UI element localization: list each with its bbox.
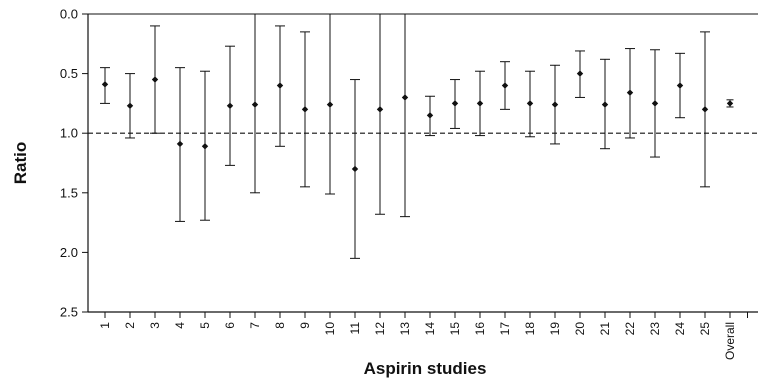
error-bar-point — [425, 95, 435, 137]
estimate-marker — [601, 101, 609, 108]
estimate-marker — [251, 101, 259, 108]
x-tick-label: 14 — [423, 322, 437, 336]
x-tick-label: 8 — [273, 322, 287, 329]
error-bar-point — [475, 70, 485, 137]
estimate-marker — [326, 101, 334, 108]
estimate-marker — [351, 165, 359, 173]
y-tick-label: 1.5 — [60, 185, 78, 200]
estimate-marker — [676, 82, 684, 89]
x-tick-label: 15 — [448, 322, 462, 336]
error-bar-point — [175, 67, 185, 222]
x-tick-label: 11 — [348, 322, 362, 335]
estimate-marker — [576, 70, 584, 77]
y-axis-title: Ratio — [11, 142, 30, 185]
error-bar-point — [325, 13, 335, 195]
error-bar-point — [450, 79, 460, 129]
estimate-marker — [426, 112, 434, 119]
plot-frame — [87, 13, 758, 313]
error-bar-point — [225, 45, 235, 166]
x-tick-label: 13 — [398, 322, 412, 336]
estimate-marker — [501, 82, 509, 89]
estimate-marker — [226, 102, 234, 109]
x-tick-label: 24 — [673, 322, 687, 336]
x-tick-label: 6 — [223, 322, 237, 329]
x-tick-label: 3 — [148, 322, 162, 329]
error-bar-point — [250, 13, 260, 194]
estimate-marker — [101, 81, 109, 88]
x-tick-label: 21 — [598, 322, 612, 336]
estimate-marker — [651, 100, 659, 107]
error-bar-point — [350, 79, 360, 259]
x-tick-label: 10 — [323, 322, 337, 336]
x-tick-label: 17 — [498, 322, 512, 336]
x-tick-label: 1 — [98, 322, 112, 329]
x-tick-label: Overall — [723, 322, 737, 360]
error-bar-point — [726, 99, 734, 108]
estimate-marker — [276, 82, 284, 89]
error-bar-point — [600, 58, 610, 150]
x-tick-label: 16 — [473, 322, 487, 336]
x-tick-label: 5 — [198, 322, 212, 329]
estimate-marker — [451, 100, 459, 107]
x-axis-ticks: 1 2 3 4 5 6 7 8 9 10 11 12 13 14 15 16 17 18 19 20 21 22 23 24 2… — [98, 312, 748, 360]
error-bar-point — [700, 31, 710, 188]
estimate-marker — [126, 102, 134, 109]
error-bar-point — [100, 67, 110, 104]
estimate-marker — [201, 143, 209, 150]
estimate-marker — [176, 140, 184, 148]
error-bar-point — [550, 64, 560, 145]
error-bar-point — [675, 52, 685, 119]
y-tick-label: 2.0 — [60, 245, 78, 260]
y-tick-label: 2.5 — [60, 305, 78, 320]
x-tick-label: 12 — [373, 322, 387, 336]
y-tick-label: 0.0 — [60, 7, 78, 22]
x-tick-label: 7 — [248, 322, 262, 329]
x-tick-label: 18 — [523, 322, 537, 336]
estimate-marker — [151, 76, 159, 83]
y-axis-ticks: 0.0 0.5 1.0 1.5 2.0 2.5 — [60, 7, 88, 320]
estimate-marker — [726, 100, 734, 107]
x-tick-label: 4 — [173, 322, 187, 329]
estimate-marker — [376, 106, 384, 113]
error-bar-point — [575, 50, 585, 98]
y-tick-label: 0.5 — [60, 66, 78, 81]
x-tick-label: 22 — [623, 322, 637, 336]
error-bar-point — [650, 49, 660, 158]
x-tick-label: 9 — [298, 322, 312, 329]
y-tick-label: 1.0 — [60, 126, 78, 141]
error-bar-point — [300, 31, 310, 188]
error-bar-point — [375, 13, 385, 215]
estimate-marker — [626, 89, 634, 96]
error-bar-point — [500, 61, 510, 110]
x-tick-label: 20 — [573, 322, 587, 336]
error-bar-point — [275, 25, 285, 147]
x-tick-label: 2 — [123, 322, 137, 329]
estimate-marker — [476, 100, 484, 107]
estimate-marker — [551, 101, 559, 108]
estimate-marker — [526, 100, 534, 107]
error-bar-series — [100, 13, 734, 259]
error-bar-point — [525, 70, 535, 138]
error-bar-point — [150, 25, 160, 134]
error-bar-point — [125, 73, 135, 139]
estimate-marker — [701, 106, 709, 113]
estimate-marker — [401, 94, 409, 101]
x-tick-label: 19 — [548, 322, 562, 336]
x-axis-title: Aspirin studies — [364, 359, 487, 378]
error-bar-point — [625, 48, 635, 139]
error-bar-point — [200, 70, 210, 221]
x-tick-label: 25 — [698, 322, 712, 336]
x-tick-label: 23 — [648, 322, 662, 336]
error-bar-point — [400, 13, 410, 218]
estimate-marker — [301, 106, 309, 113]
